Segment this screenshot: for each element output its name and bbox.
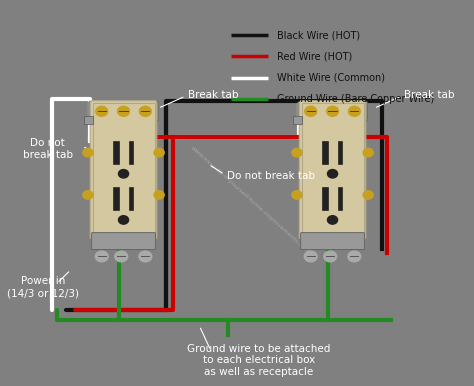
FancyBboxPatch shape (90, 101, 157, 239)
Bar (322, 187, 328, 210)
FancyBboxPatch shape (89, 102, 158, 121)
FancyBboxPatch shape (299, 101, 366, 239)
Circle shape (154, 148, 164, 157)
Circle shape (328, 216, 337, 224)
Circle shape (328, 169, 337, 178)
Text: Black Wire (HOT): Black Wire (HOT) (277, 30, 361, 40)
Circle shape (292, 191, 302, 199)
Bar (92, 103, 155, 237)
Bar (113, 187, 119, 210)
Bar (129, 187, 133, 210)
Circle shape (305, 106, 317, 116)
FancyBboxPatch shape (301, 233, 365, 249)
Circle shape (115, 251, 128, 262)
Circle shape (363, 148, 373, 157)
Circle shape (348, 106, 360, 116)
Text: White Wire (Common): White Wire (Common) (277, 73, 385, 83)
Text: Do not
break tab: Do not break tab (23, 138, 73, 159)
Circle shape (154, 191, 164, 199)
FancyBboxPatch shape (91, 233, 155, 249)
Bar (322, 141, 328, 164)
Circle shape (292, 148, 302, 157)
Circle shape (324, 251, 337, 262)
Circle shape (118, 216, 128, 224)
Circle shape (139, 251, 152, 262)
Circle shape (83, 148, 93, 157)
Circle shape (139, 106, 151, 116)
Text: Break tab: Break tab (404, 90, 454, 100)
Circle shape (304, 251, 317, 262)
Bar (338, 141, 342, 164)
Circle shape (96, 106, 108, 116)
Text: Power in
(14/3 or 12/3): Power in (14/3 or 12/3) (7, 276, 79, 298)
Text: Do not break tab: Do not break tab (227, 171, 315, 181)
Text: Ground Wire (Bare Copper Wire): Ground Wire (Bare Copper Wire) (277, 94, 435, 104)
Bar (301, 103, 364, 237)
Circle shape (327, 106, 338, 116)
Circle shape (363, 191, 373, 199)
Circle shape (348, 251, 361, 262)
Circle shape (118, 169, 128, 178)
FancyBboxPatch shape (298, 102, 367, 121)
Circle shape (83, 191, 93, 199)
Text: Break tab: Break tab (188, 90, 238, 100)
Bar (113, 141, 119, 164)
Bar (129, 141, 133, 164)
Bar (338, 187, 342, 210)
Circle shape (95, 251, 108, 262)
Bar (293, 116, 301, 124)
Text: Ground wire to be attached
to each electrical box
as well as receptacle: Ground wire to be attached to each elect… (187, 344, 331, 377)
Bar (84, 116, 92, 124)
Text: www.easy-do-it-yourself-home-improvements.com: www.easy-do-it-yourself-home-improvement… (189, 146, 310, 256)
Text: Red Wire (HOT): Red Wire (HOT) (277, 51, 353, 61)
Circle shape (118, 106, 129, 116)
